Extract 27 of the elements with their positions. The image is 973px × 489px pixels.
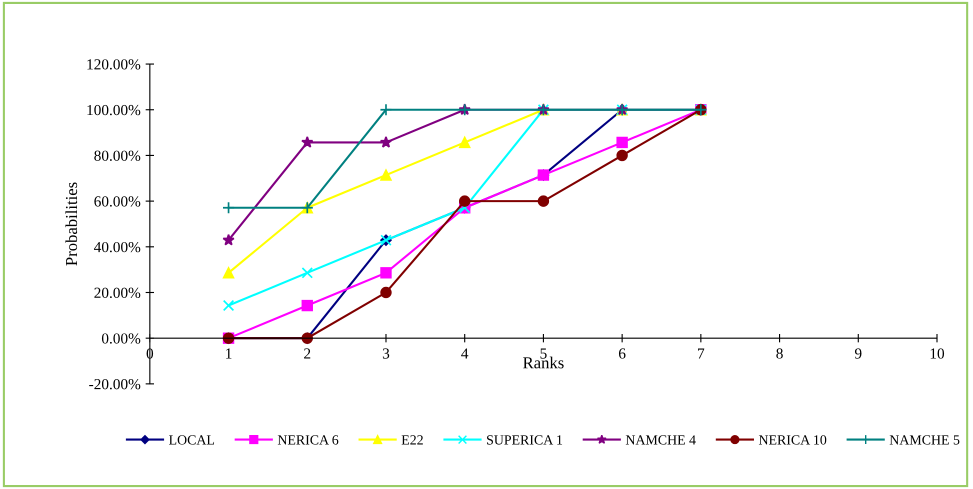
x-axis-title: Ranks	[523, 356, 564, 368]
x-tick-label: 3	[382, 348, 390, 359]
legend-label: NERICA 10	[758, 435, 826, 445]
y-tick-label: 120.00%	[87, 59, 140, 70]
legend-label: NAMCHE 5	[890, 435, 960, 445]
x-tick-label: 10	[930, 348, 944, 359]
x-tick-label: 8	[776, 348, 783, 359]
legend-label: NAMCHE 4	[626, 435, 696, 445]
x-tick-label: 9	[854, 348, 862, 359]
y-axis-title: Probabilities	[65, 182, 78, 266]
y-tick-label: -20.00%	[89, 379, 140, 390]
legend-label: NERICA 6	[278, 435, 338, 445]
x-tick-label: 5	[540, 348, 547, 359]
y-tick-label: 0.00%	[102, 333, 140, 344]
y-tick-label: 80.00%	[94, 150, 140, 161]
x-tick-label: 7	[698, 348, 704, 358]
x-tick-label: 6	[618, 348, 626, 359]
x-tick-label: 4	[461, 348, 468, 358]
y-tick-label: 60.00%	[94, 196, 140, 207]
y-tick-label: 100.00%	[87, 104, 140, 116]
y-tick-label: 40.00%	[94, 242, 140, 252]
legend-label: LOCAL	[168, 435, 214, 445]
y-tick-label: 20.00%	[94, 288, 140, 298]
legend-label: SUPERICA 1	[487, 435, 562, 445]
x-tick-label: 1	[226, 348, 232, 358]
x-tick-label: 2	[304, 348, 310, 358]
legend-label: E22	[402, 435, 423, 444]
